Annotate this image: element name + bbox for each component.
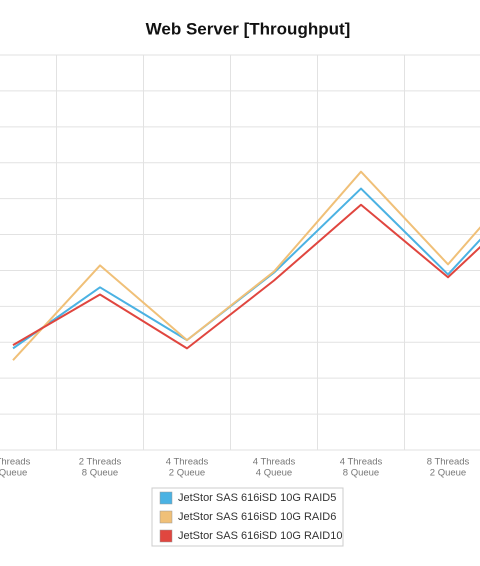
grid — [0, 54, 480, 451]
legend-swatch — [159, 529, 173, 543]
plot — [12, 170, 480, 361]
legend-box — [151, 487, 344, 547]
x-tick-label: 8 Queue — [343, 468, 379, 479]
legend-label: JetStor SAS 616iSD 10G RAID10 — [178, 530, 342, 542]
series-line — [12, 203, 480, 350]
x-tick-label: 8 Threads — [427, 457, 470, 468]
x-tick-label: 4 Queue — [256, 468, 292, 479]
x-tick-label: 2 Queue — [169, 468, 205, 479]
x-tick-label: 4 Threads — [253, 457, 296, 468]
legend-swatch — [159, 510, 173, 524]
legend-swatch — [159, 491, 173, 505]
x-tick-label: Queue — [0, 468, 27, 479]
x-tick-label: Threads — [0, 457, 31, 468]
chart-title: Web Server [Throughput] — [146, 19, 351, 38]
x-tick-label: 4 Threads — [166, 457, 209, 468]
x-tick-label: 2 Threads — [79, 457, 122, 468]
legend: JetStor SAS 616iSD 10G RAID5 JetStor SAS … — [159, 491, 342, 543]
x-tick-label: 2 Queue — [430, 468, 466, 479]
series-line — [12, 170, 480, 361]
series-line — [12, 187, 480, 350]
legend-label: JetStor SAS 616iSD 10G RAID6 — [178, 511, 336, 523]
legend-label: JetStor SAS 616iSD 10G RAID5 — [178, 492, 336, 504]
x-tick-label: 4 Threads — [340, 457, 383, 468]
x-tick-label: 8 Queue — [82, 468, 118, 479]
